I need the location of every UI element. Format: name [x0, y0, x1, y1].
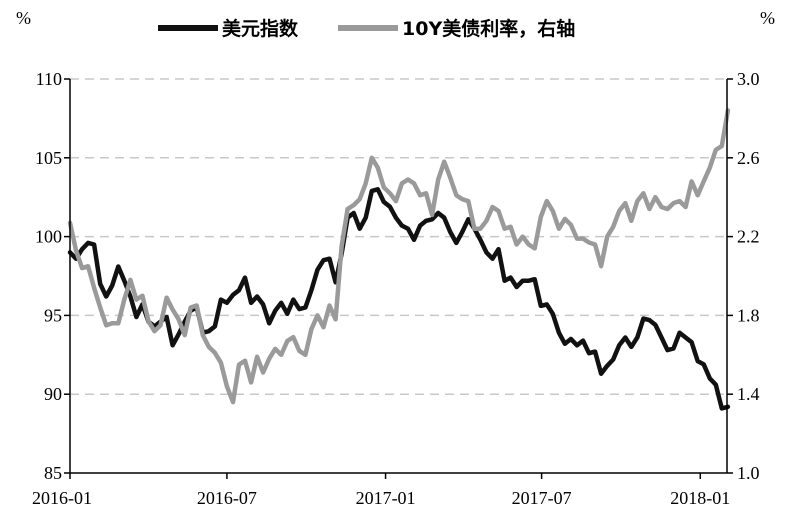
left-tick-label: 95: [44, 305, 62, 325]
legend-label-usd-index: 美元指数: [222, 17, 299, 40]
right-tick-label: 1.0: [737, 463, 760, 483]
grid-layer: [70, 78, 727, 395]
right-tick-label: 2.2: [737, 227, 760, 247]
axes-layer: [69, 79, 728, 474]
right-tick-label: 2.6: [737, 148, 760, 168]
left-tick-label: 85: [44, 463, 62, 483]
right-tick-label: 1.4: [737, 384, 760, 404]
x-tick-label: 2016-07: [197, 488, 257, 508]
left-tick-label: 100: [35, 227, 62, 247]
x-tick-label: 2018-01: [670, 488, 730, 508]
left-tick-label: 110: [36, 69, 62, 89]
legend: 美元指数 10Y美债利率，右轴: [158, 17, 575, 40]
left-tick-label: 90: [44, 384, 62, 404]
series-us10y-line: [67, 108, 731, 405]
right-axis-unit: %: [760, 8, 775, 28]
right-tick-label: 1.8: [737, 305, 760, 325]
left-axis-unit: %: [16, 8, 31, 28]
legend-label-us10y: 10Y美债利率，右轴: [402, 17, 575, 40]
left-tick-label: 105: [35, 148, 62, 168]
series-usd-index-line: [67, 187, 731, 411]
series-layer: [67, 108, 731, 411]
right-tick-label: 3.0: [737, 69, 760, 89]
x-tick-label: 2017-07: [512, 488, 572, 508]
tick-layer: 85 90 95 100 105 110 1.0 1.4 1.8 2.2 2.6 3.0 2016-01…: [32, 69, 760, 508]
x-tick-label: 2017-01: [356, 488, 416, 508]
x-tick-label: 2016-01: [32, 488, 92, 508]
